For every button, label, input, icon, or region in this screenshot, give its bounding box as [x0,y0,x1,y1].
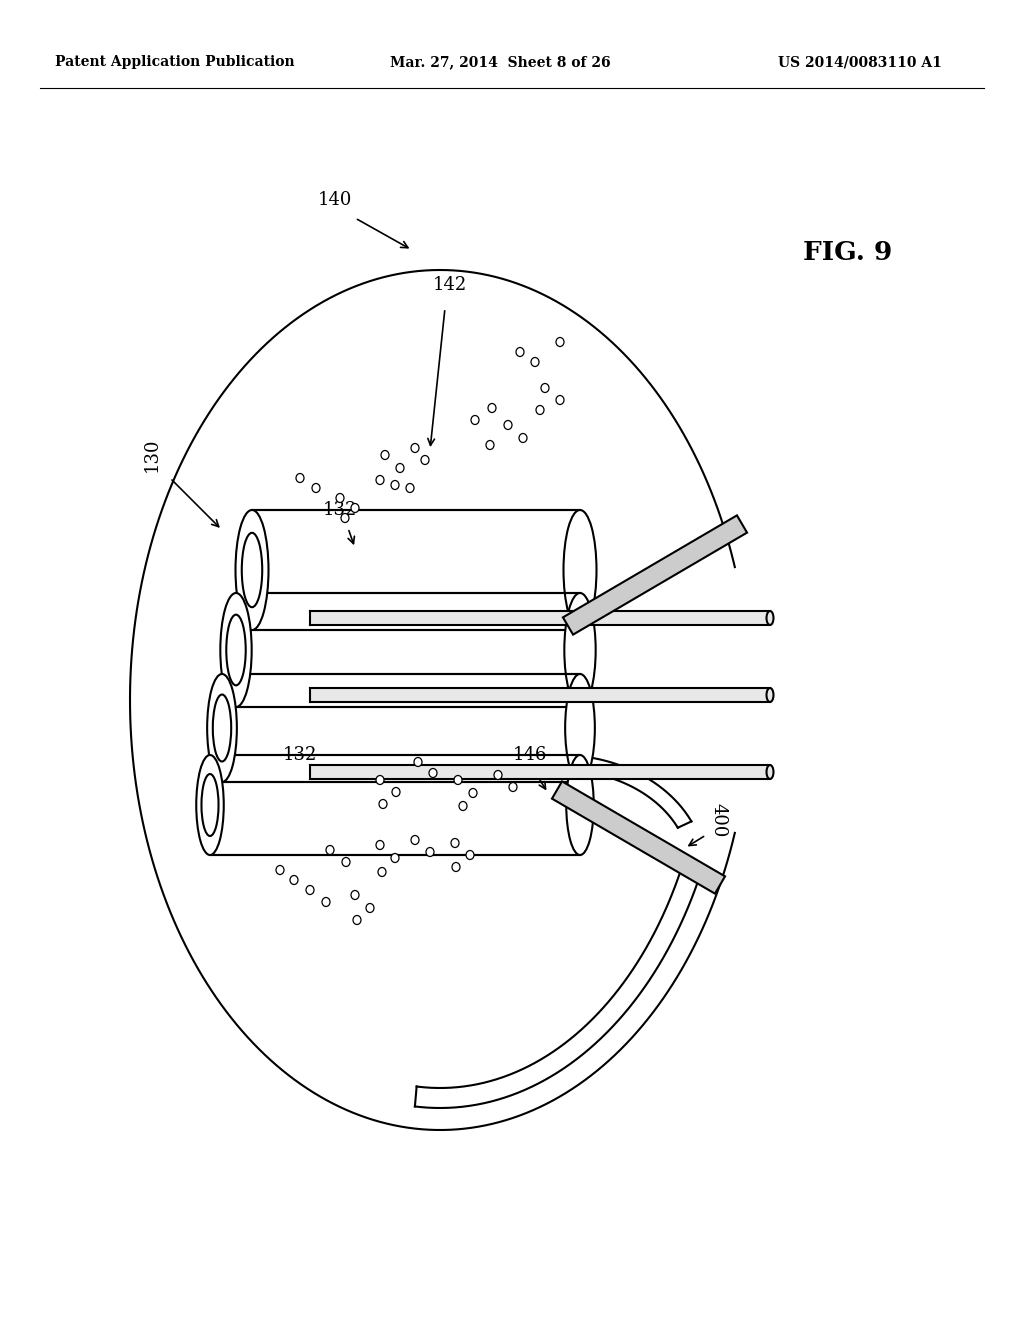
Ellipse shape [452,862,460,871]
Ellipse shape [466,850,474,859]
Text: 142: 142 [433,276,467,294]
Text: 132: 132 [323,502,357,519]
Polygon shape [563,515,748,635]
Ellipse shape [213,694,231,762]
Ellipse shape [392,788,400,796]
Ellipse shape [429,768,437,777]
Ellipse shape [306,886,314,895]
Ellipse shape [564,593,596,708]
Ellipse shape [454,776,462,784]
Text: US 2014/0083110 A1: US 2014/0083110 A1 [778,55,942,69]
Text: Patent Application Publication: Patent Application Publication [55,55,295,69]
Ellipse shape [296,474,304,483]
Ellipse shape [378,867,386,876]
Ellipse shape [366,903,374,912]
Ellipse shape [469,788,477,797]
Ellipse shape [379,800,387,808]
Text: 400: 400 [709,803,727,837]
Ellipse shape [220,593,252,708]
Ellipse shape [494,771,502,780]
Ellipse shape [322,898,330,907]
Ellipse shape [326,846,334,854]
Ellipse shape [376,776,384,784]
Ellipse shape [207,675,237,781]
Ellipse shape [459,801,467,810]
Bar [236,593,580,708]
Ellipse shape [226,615,246,685]
Ellipse shape [486,441,494,450]
Ellipse shape [519,433,527,442]
Text: 146: 146 [513,746,547,764]
Ellipse shape [563,510,597,630]
Ellipse shape [488,404,496,412]
Ellipse shape [426,847,434,857]
Ellipse shape [536,405,544,414]
Ellipse shape [312,483,319,492]
Ellipse shape [406,483,414,492]
Ellipse shape [336,494,344,503]
Bar [310,766,770,779]
Ellipse shape [341,513,349,523]
Text: 140: 140 [317,191,352,209]
Ellipse shape [242,533,262,607]
Bar [310,688,770,702]
Ellipse shape [451,838,459,847]
Ellipse shape [566,755,594,855]
Ellipse shape [202,774,218,836]
Ellipse shape [504,421,512,429]
Ellipse shape [351,503,359,512]
Ellipse shape [414,758,422,767]
Polygon shape [552,781,725,894]
Ellipse shape [531,358,539,367]
Bar [222,675,580,781]
Ellipse shape [556,338,564,346]
Ellipse shape [767,766,773,779]
Bar [252,510,580,630]
Ellipse shape [541,384,549,392]
Ellipse shape [396,463,404,473]
Ellipse shape [353,916,361,924]
Ellipse shape [565,675,595,781]
Text: Mar. 27, 2014  Sheet 8 of 26: Mar. 27, 2014 Sheet 8 of 26 [390,55,610,69]
Ellipse shape [351,891,359,899]
Ellipse shape [391,854,399,862]
Text: 130: 130 [143,438,161,473]
Ellipse shape [236,510,268,630]
Ellipse shape [197,755,224,855]
Bar [310,611,770,624]
Ellipse shape [411,444,419,453]
Text: 132: 132 [283,746,317,764]
Ellipse shape [509,783,517,792]
Ellipse shape [556,396,564,404]
Ellipse shape [376,475,384,484]
Ellipse shape [767,611,773,624]
Ellipse shape [471,416,479,425]
Ellipse shape [342,858,350,866]
Ellipse shape [421,455,429,465]
Ellipse shape [411,836,419,845]
Ellipse shape [767,688,773,702]
Ellipse shape [381,450,389,459]
Text: FIG. 9: FIG. 9 [804,240,893,265]
Ellipse shape [516,347,524,356]
Bar [210,755,580,855]
Ellipse shape [276,866,284,874]
Ellipse shape [376,841,384,850]
Ellipse shape [391,480,399,490]
Ellipse shape [290,875,298,884]
